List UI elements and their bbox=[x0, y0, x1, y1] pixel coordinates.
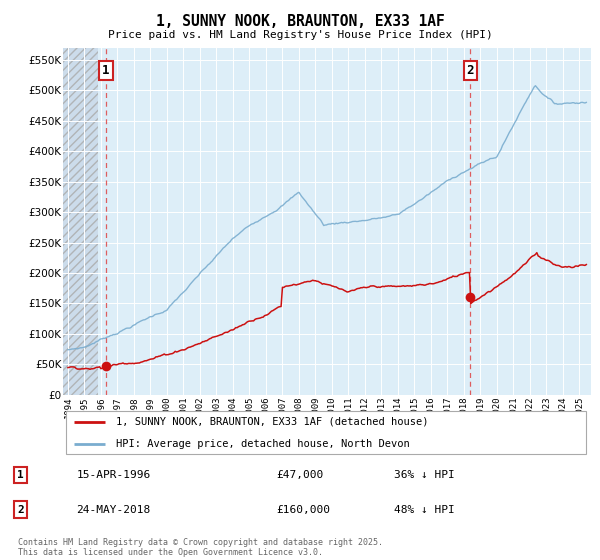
Text: 1: 1 bbox=[17, 470, 24, 480]
Polygon shape bbox=[63, 48, 98, 395]
Text: Contains HM Land Registry data © Crown copyright and database right 2025.
This d: Contains HM Land Registry data © Crown c… bbox=[18, 538, 383, 557]
Text: £47,000: £47,000 bbox=[277, 470, 324, 480]
Text: 36% ↓ HPI: 36% ↓ HPI bbox=[394, 470, 455, 480]
Text: 1, SUNNY NOOK, BRAUNTON, EX33 1AF: 1, SUNNY NOOK, BRAUNTON, EX33 1AF bbox=[155, 14, 445, 29]
Text: 2: 2 bbox=[467, 64, 474, 77]
Text: HPI: Average price, detached house, North Devon: HPI: Average price, detached house, Nort… bbox=[116, 438, 410, 449]
Text: 48% ↓ HPI: 48% ↓ HPI bbox=[394, 505, 455, 515]
Text: 1: 1 bbox=[102, 64, 109, 77]
Text: 15-APR-1996: 15-APR-1996 bbox=[77, 470, 151, 480]
Text: 2: 2 bbox=[17, 505, 24, 515]
Text: 1, SUNNY NOOK, BRAUNTON, EX33 1AF (detached house): 1, SUNNY NOOK, BRAUNTON, EX33 1AF (detac… bbox=[116, 417, 428, 427]
Text: Price paid vs. HM Land Registry's House Price Index (HPI): Price paid vs. HM Land Registry's House … bbox=[107, 30, 493, 40]
Text: 24-MAY-2018: 24-MAY-2018 bbox=[77, 505, 151, 515]
Text: £160,000: £160,000 bbox=[277, 505, 331, 515]
